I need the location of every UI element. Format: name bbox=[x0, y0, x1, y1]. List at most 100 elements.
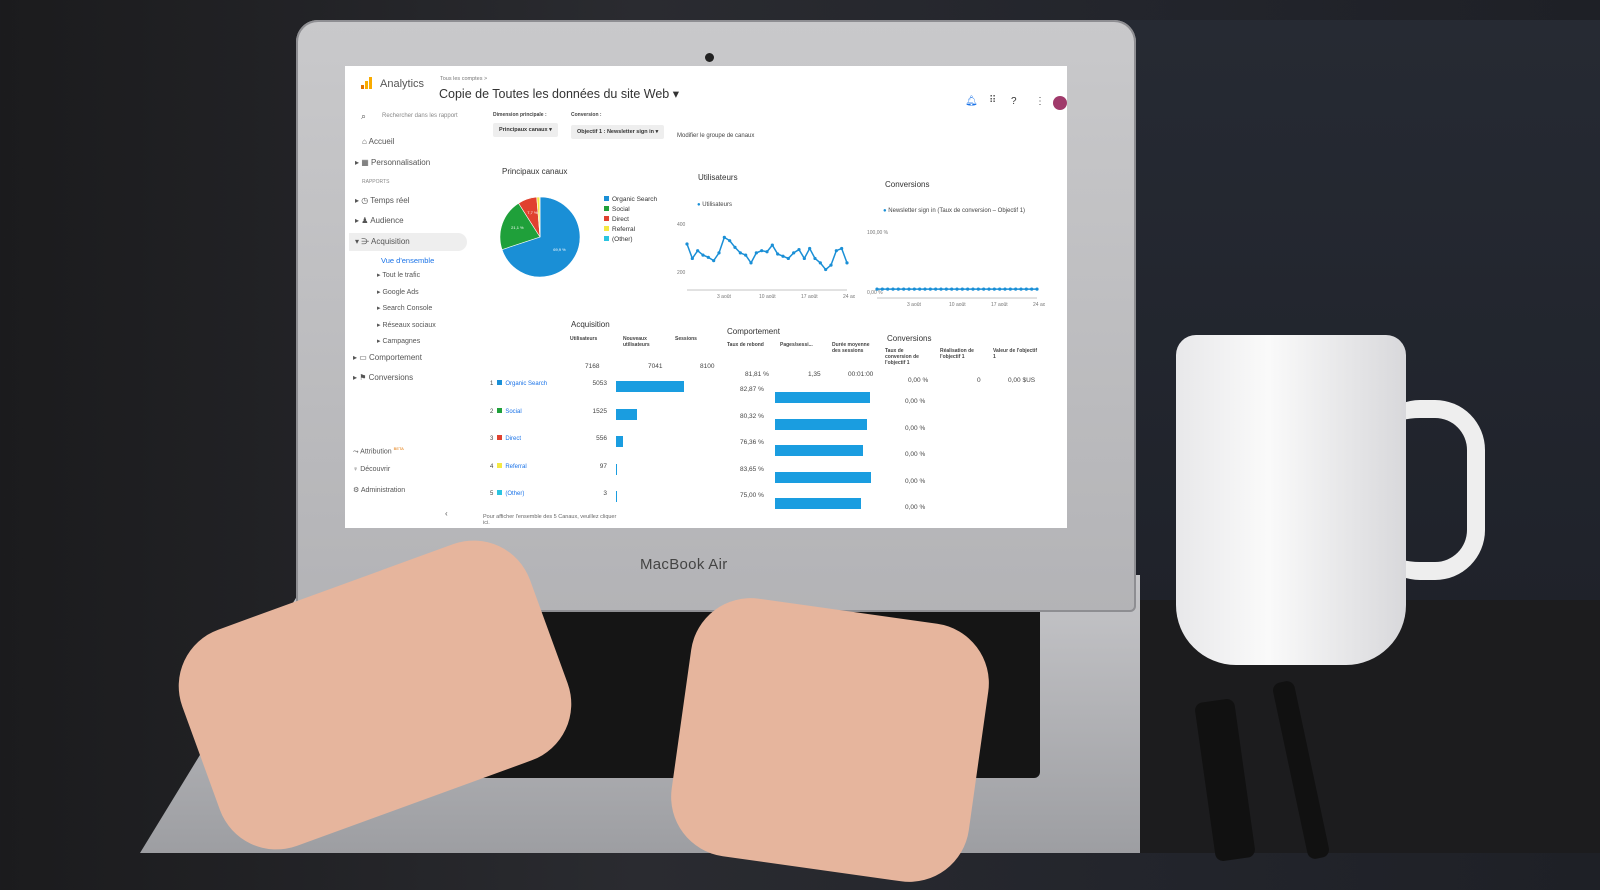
data-point[interactable] bbox=[776, 252, 779, 255]
data-point[interactable] bbox=[744, 254, 747, 257]
data-point[interactable] bbox=[966, 288, 969, 291]
data-point[interactable] bbox=[987, 288, 990, 291]
data-point[interactable] bbox=[845, 261, 848, 264]
data-point[interactable] bbox=[819, 261, 822, 264]
data-point[interactable] bbox=[1030, 288, 1033, 291]
column-header[interactable]: Pages/sessi... bbox=[780, 342, 826, 348]
footer-note[interactable]: Pour afficher l'ensemble des 5 Canaux, v… bbox=[483, 514, 623, 526]
data-point[interactable] bbox=[1025, 288, 1028, 291]
data-point[interactable] bbox=[998, 288, 1001, 291]
data-point[interactable] bbox=[739, 251, 742, 254]
data-point[interactable] bbox=[707, 256, 710, 259]
legend-item[interactable]: Direct bbox=[604, 215, 657, 225]
table-row[interactable]: 5(Other) bbox=[490, 490, 524, 497]
data-point[interactable] bbox=[685, 242, 688, 245]
more-menu-icon[interactable]: ⋮ bbox=[1035, 96, 1045, 107]
data-point[interactable] bbox=[881, 288, 884, 291]
data-point[interactable] bbox=[723, 236, 726, 239]
data-point[interactable] bbox=[749, 261, 752, 264]
sidebar-item-audience[interactable]: ▸ ♟ Audience bbox=[355, 216, 404, 225]
column-header[interactable]: Valeur de l'objectif 1 bbox=[993, 348, 1039, 360]
data-point[interactable] bbox=[691, 257, 694, 260]
data-point[interactable] bbox=[765, 250, 768, 253]
data-point[interactable] bbox=[875, 288, 878, 291]
sidebar-item-temps-reel[interactable]: ▸ ◷ Temps réel bbox=[355, 196, 409, 205]
sidebar-item-decouvrir[interactable]: ♀ Découvrir bbox=[353, 466, 390, 473]
sidebar-item-acquisition[interactable]: ▾ ⋺ Acquisition bbox=[349, 233, 467, 251]
data-point[interactable] bbox=[918, 288, 921, 291]
sidebar-subitem[interactable]: ▸ Google Ads bbox=[377, 288, 419, 296]
modify-channel-group-link[interactable]: Modifier le groupe de canaux bbox=[677, 133, 754, 139]
data-point[interactable] bbox=[971, 288, 974, 291]
data-point[interactable] bbox=[824, 268, 827, 271]
channel-link[interactable]: Organic Search bbox=[505, 381, 547, 387]
data-point[interactable] bbox=[886, 288, 889, 291]
sidebar-subitem[interactable]: ▸ Réseaux sociaux bbox=[377, 321, 436, 329]
sidebar-subitem[interactable]: ▸ Search Console bbox=[377, 304, 432, 312]
data-point[interactable] bbox=[771, 244, 774, 247]
apps-grid-icon[interactable]: ⠿ bbox=[989, 95, 996, 106]
sidebar-item-attribution[interactable]: ⤳ Attribution BETA bbox=[353, 446, 404, 456]
data-point[interactable] bbox=[923, 288, 926, 291]
data-point[interactable] bbox=[829, 264, 832, 267]
dimension-select[interactable]: Principaux canaux ▾ bbox=[493, 123, 558, 137]
column-header[interactable]: Sessions bbox=[675, 336, 721, 342]
data-point[interactable] bbox=[781, 255, 784, 258]
column-header[interactable]: Durée moyenne des sessions bbox=[832, 342, 878, 354]
data-point[interactable] bbox=[787, 257, 790, 260]
data-point[interactable] bbox=[803, 257, 806, 260]
notifications-icon[interactable]: 🔔︎ bbox=[965, 96, 978, 107]
data-point[interactable] bbox=[712, 259, 715, 262]
data-point[interactable] bbox=[1035, 288, 1038, 291]
data-point[interactable] bbox=[835, 249, 838, 252]
sidebar-item-conversions[interactable]: ▸ ⚑ Conversions bbox=[353, 373, 413, 382]
data-point[interactable] bbox=[993, 288, 996, 291]
data-point[interactable] bbox=[902, 288, 905, 291]
data-point[interactable] bbox=[717, 251, 720, 254]
data-point[interactable] bbox=[792, 251, 795, 254]
data-point[interactable] bbox=[945, 288, 948, 291]
legend-item[interactable]: Referral bbox=[604, 225, 657, 235]
data-point[interactable] bbox=[733, 246, 736, 249]
data-point[interactable] bbox=[840, 247, 843, 250]
data-point[interactable] bbox=[907, 288, 910, 291]
help-icon[interactable]: ? bbox=[1011, 96, 1017, 107]
channel-link[interactable]: Referral bbox=[505, 464, 526, 470]
sidebar-item-accueil[interactable]: ⌂ Accueil bbox=[362, 137, 394, 146]
data-point[interactable] bbox=[982, 288, 985, 291]
data-point[interactable] bbox=[939, 288, 942, 291]
legend-item[interactable]: Social bbox=[604, 205, 657, 215]
page-title[interactable]: Copie de Toutes les données du site Web … bbox=[439, 86, 679, 101]
column-header[interactable]: Taux de conversion de l'objectif 1 bbox=[885, 348, 931, 366]
column-header[interactable]: Taux de rebond bbox=[727, 342, 773, 348]
data-point[interactable] bbox=[891, 288, 894, 291]
collapse-sidebar-button[interactable]: ‹ bbox=[445, 509, 448, 518]
data-point[interactable] bbox=[934, 288, 937, 291]
data-point[interactable] bbox=[813, 257, 816, 260]
channel-link[interactable]: Direct bbox=[505, 436, 521, 442]
data-point[interactable] bbox=[1003, 288, 1006, 291]
data-point[interactable] bbox=[961, 288, 964, 291]
avatar[interactable] bbox=[1053, 96, 1067, 110]
data-point[interactable] bbox=[929, 288, 932, 291]
data-point[interactable] bbox=[760, 249, 763, 252]
legend-item[interactable]: Organic Search bbox=[604, 195, 657, 205]
data-point[interactable] bbox=[955, 288, 958, 291]
data-point[interactable] bbox=[808, 247, 811, 250]
conversion-select[interactable]: Objectif 1 : Newsletter sign in ▾ bbox=[571, 125, 664, 139]
legend-item[interactable]: (Other) bbox=[604, 235, 657, 245]
column-header[interactable]: Réalisation de l'objectif 1 bbox=[940, 348, 986, 360]
data-point[interactable] bbox=[701, 254, 704, 257]
data-point[interactable] bbox=[797, 248, 800, 251]
data-point[interactable] bbox=[1009, 288, 1012, 291]
sidebar-subitem[interactable]: ▸ Campagnes bbox=[377, 337, 420, 345]
breadcrumb[interactable]: Tous les comptes > bbox=[440, 76, 487, 82]
sidebar-item-administration[interactable]: ⚙ Administration bbox=[353, 486, 405, 494]
sidebar-item-comportement[interactable]: ▸ ▭ Comportement bbox=[353, 353, 422, 362]
data-point[interactable] bbox=[977, 288, 980, 291]
data-point[interactable] bbox=[755, 251, 758, 254]
channel-link[interactable]: Social bbox=[505, 409, 521, 415]
